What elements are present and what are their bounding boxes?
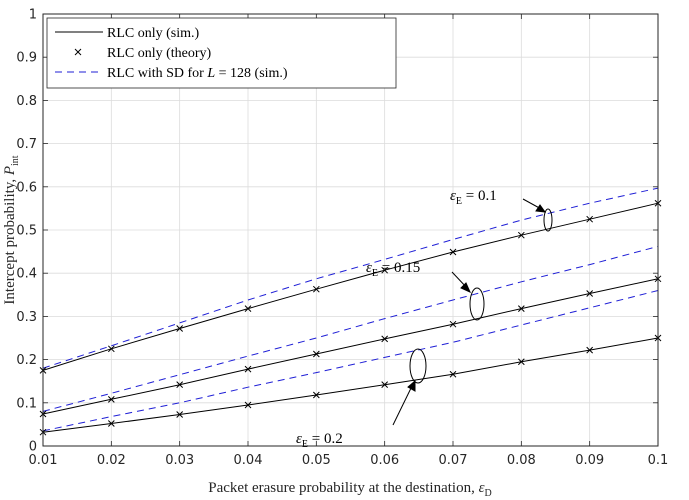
x-tick-label: 0.09 (575, 453, 604, 468)
theory-marker (107, 395, 115, 403)
series-lines (42, 187, 659, 433)
y-tick-label: 0.1 (16, 396, 37, 411)
y-tick-label: 0.8 (16, 94, 37, 109)
theory-marker (107, 345, 115, 353)
theory-marker (312, 350, 320, 358)
theory-marker (244, 365, 252, 373)
x-tick-label: 0.05 (302, 453, 331, 468)
theory-marker (586, 290, 594, 297)
theory-marker (586, 346, 594, 354)
y-axis-label: Intercept probability, Pint (2, 155, 21, 304)
series-line-sim (42, 278, 659, 415)
x-tick-label: 0.02 (97, 453, 126, 468)
theory-marker (381, 335, 389, 343)
theory-marker (449, 320, 457, 328)
annotation-label-0.1: εE = 0.1 (450, 188, 497, 207)
axes-box (42, 13, 659, 447)
annotation-arrowhead-0.15 (460, 282, 471, 293)
legend-marker-theory (74, 48, 82, 56)
x-axis-label: Packet erasure probability at the destin… (208, 480, 492, 499)
legend-box (46, 17, 397, 89)
x-tick-label: 0.06 (370, 453, 399, 468)
annotation-arrow-0.2 (392, 383, 414, 426)
legend: RLC only (sim.) RLC only (theory) RLC wi… (46, 17, 397, 89)
y-tick-label: 0.6 (16, 180, 37, 195)
y-tick-label: 1 (29, 8, 37, 23)
theory-marker (107, 420, 115, 427)
annotation-arrowhead-0.1 (535, 204, 547, 213)
theory-marker (244, 305, 252, 312)
theory-marker (176, 411, 184, 418)
series-line-sd (42, 245, 659, 412)
annotation-arrowhead-0.2 (407, 379, 416, 392)
theory-marker (244, 401, 252, 409)
theory-marker (176, 325, 184, 332)
series-line-sim (42, 202, 659, 371)
legend-label-sim: RLC only (sim.) (107, 26, 200, 41)
x-tick-label: 0.04 (234, 453, 263, 468)
y-ticks: 0 0.1 0.2 0.3 0.4 0.5 0.6 0.7 0.8 0.9 1 (16, 8, 658, 455)
theory-marker (381, 266, 389, 274)
x-tick-label: 0.03 (165, 453, 194, 468)
annotation-ellipse-0.15 (469, 287, 485, 321)
series-line-sim (42, 337, 659, 433)
annotation-label-0.2: εE = 0.2 (296, 431, 343, 450)
annotation-ellipse-0.2 (409, 348, 427, 384)
theory-marker (312, 285, 320, 293)
theory-marker (517, 305, 525, 312)
x-tick-label: 0.01 (29, 453, 58, 468)
x-tick-label: 0.07 (439, 453, 468, 468)
theory-marker (381, 381, 389, 389)
y-tick-label: 0.2 (16, 353, 37, 368)
y-tick-label: 0 (29, 440, 37, 455)
theory-marker (176, 381, 184, 389)
annotation-label-0.15: εE = 0.15 (366, 260, 420, 279)
theory-marker (517, 231, 525, 239)
legend-label-sd: RLC with SD for L = 128 (sim.) (107, 66, 288, 81)
x-ticks: 0.01 0.02 0.03 0.04 0.05 0.06 0.07 0.08 0.09 0.1 (29, 14, 669, 468)
annotation-shapes (392, 198, 553, 426)
y-tick-label: 0.7 (16, 137, 37, 152)
y-tick-label: 0.3 (16, 310, 37, 325)
annotation-ellipse-0.1 (543, 208, 553, 232)
x-tick-label: 0.1 (648, 453, 669, 468)
legend-label-theory: RLC only (theory) (107, 46, 212, 61)
y-tick-label: 0.4 (16, 267, 37, 282)
y-tick-label: 0.5 (16, 224, 37, 239)
theory-marker (449, 370, 457, 378)
x-tick-label: 0.08 (507, 453, 536, 468)
theory-marker (586, 215, 594, 223)
y-tick-label: 0.9 (16, 51, 37, 66)
series-line-sd (42, 290, 659, 432)
theory-marker (449, 248, 457, 256)
theory-marker (517, 358, 525, 366)
theory-marker (312, 391, 320, 399)
